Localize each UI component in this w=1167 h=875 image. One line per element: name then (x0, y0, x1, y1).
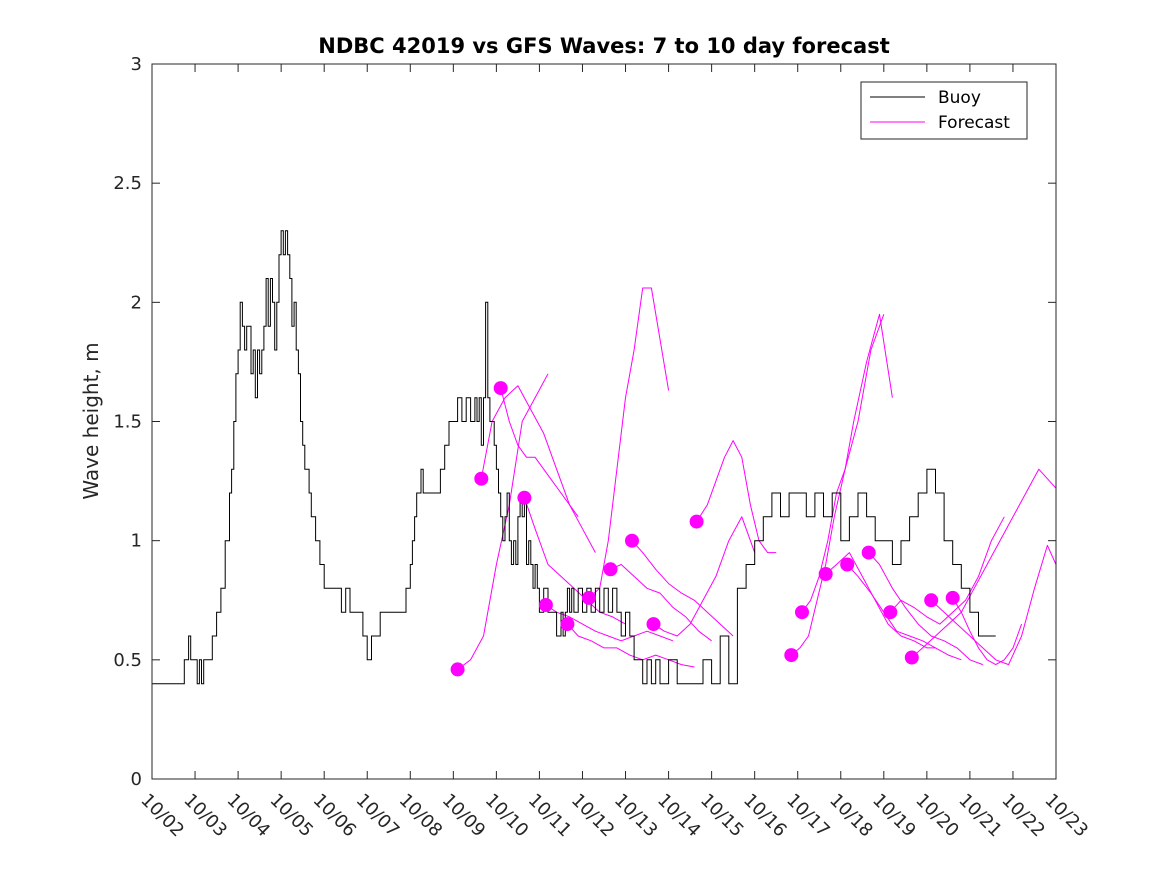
forecast-line-19 (930, 544, 1057, 666)
forecast-marker-group (450, 381, 960, 677)
forecast-line-16 (868, 552, 983, 666)
forecast-start-marker-20 (945, 590, 960, 605)
y-tick-label: 3 (131, 54, 142, 75)
forecast-start-marker-16 (861, 545, 876, 560)
buoy-line (152, 230, 996, 685)
forecast-start-marker-19 (924, 593, 939, 608)
y-tick-label: 0.5 (113, 650, 142, 671)
forecast-start-marker-8 (603, 562, 618, 577)
buoy-series-group (152, 230, 996, 685)
forecast-start-marker-3 (493, 381, 508, 396)
forecast-start-marker-15 (840, 557, 855, 572)
forecast-start-marker-2 (474, 471, 489, 486)
forecast-line-2 (480, 385, 596, 553)
axes-background (152, 64, 1056, 779)
forecast-start-marker-14 (818, 567, 833, 581)
legend-box (860, 81, 1028, 140)
forecast-start-marker-11 (689, 514, 704, 529)
y-axis: 0 0.5 1 1.5 2 2.5 3 (113, 54, 1056, 790)
forecast-start-marker-17 (883, 605, 898, 620)
forecast-line-12 (790, 314, 885, 656)
legend-buoy-label: Buoy (938, 88, 981, 108)
y-axis-label: Wave height, m (79, 342, 103, 499)
y-tick-label: 0 (131, 769, 142, 790)
forecast-start-marker-13 (795, 605, 809, 620)
forecast-start-marker-7 (581, 590, 596, 605)
forecast-line-13 (801, 313, 893, 613)
forecast-line-18 (911, 468, 1057, 658)
forecast-line-10 (653, 516, 756, 637)
forecast-line-17 (889, 516, 1005, 625)
forecast-start-marker-6 (560, 617, 575, 632)
forecast-line-6 (567, 623, 695, 668)
forecast-line-11 (696, 440, 777, 554)
legend[interactable]: Buoy Forecast (860, 81, 1028, 140)
forecast-start-marker-10 (646, 617, 661, 632)
forecast-start-marker-5 (538, 598, 553, 612)
forecast-line-8 (610, 564, 712, 642)
forecast-start-marker-12 (784, 648, 799, 663)
chart-title: NDBC 42019 vs GFS Waves: 7 to 10 day for… (318, 34, 889, 58)
plot-area (151, 63, 1057, 780)
forecast-start-marker-18 (904, 650, 919, 665)
forecast-start-marker-4 (517, 490, 532, 505)
y-tick-label: 2.5 (113, 173, 142, 194)
forecast-line-15 (846, 564, 962, 661)
y-tick-label: 1 (131, 531, 142, 552)
forecast-start-marker-9 (625, 533, 639, 548)
forecast-line-3 (500, 387, 579, 518)
forecast-line-14 (825, 552, 936, 649)
legend-forecast-label: Forecast (938, 113, 1010, 133)
forecast-line-9 (631, 540, 734, 637)
forecast-line-20 (952, 597, 1023, 666)
forecast-series-group (457, 287, 1057, 670)
y-tick-label: 2 (131, 292, 142, 313)
y-tick-label: 1.5 (113, 412, 142, 433)
forecast-line-7 (588, 287, 670, 599)
forecast-start-marker-1 (450, 662, 465, 677)
